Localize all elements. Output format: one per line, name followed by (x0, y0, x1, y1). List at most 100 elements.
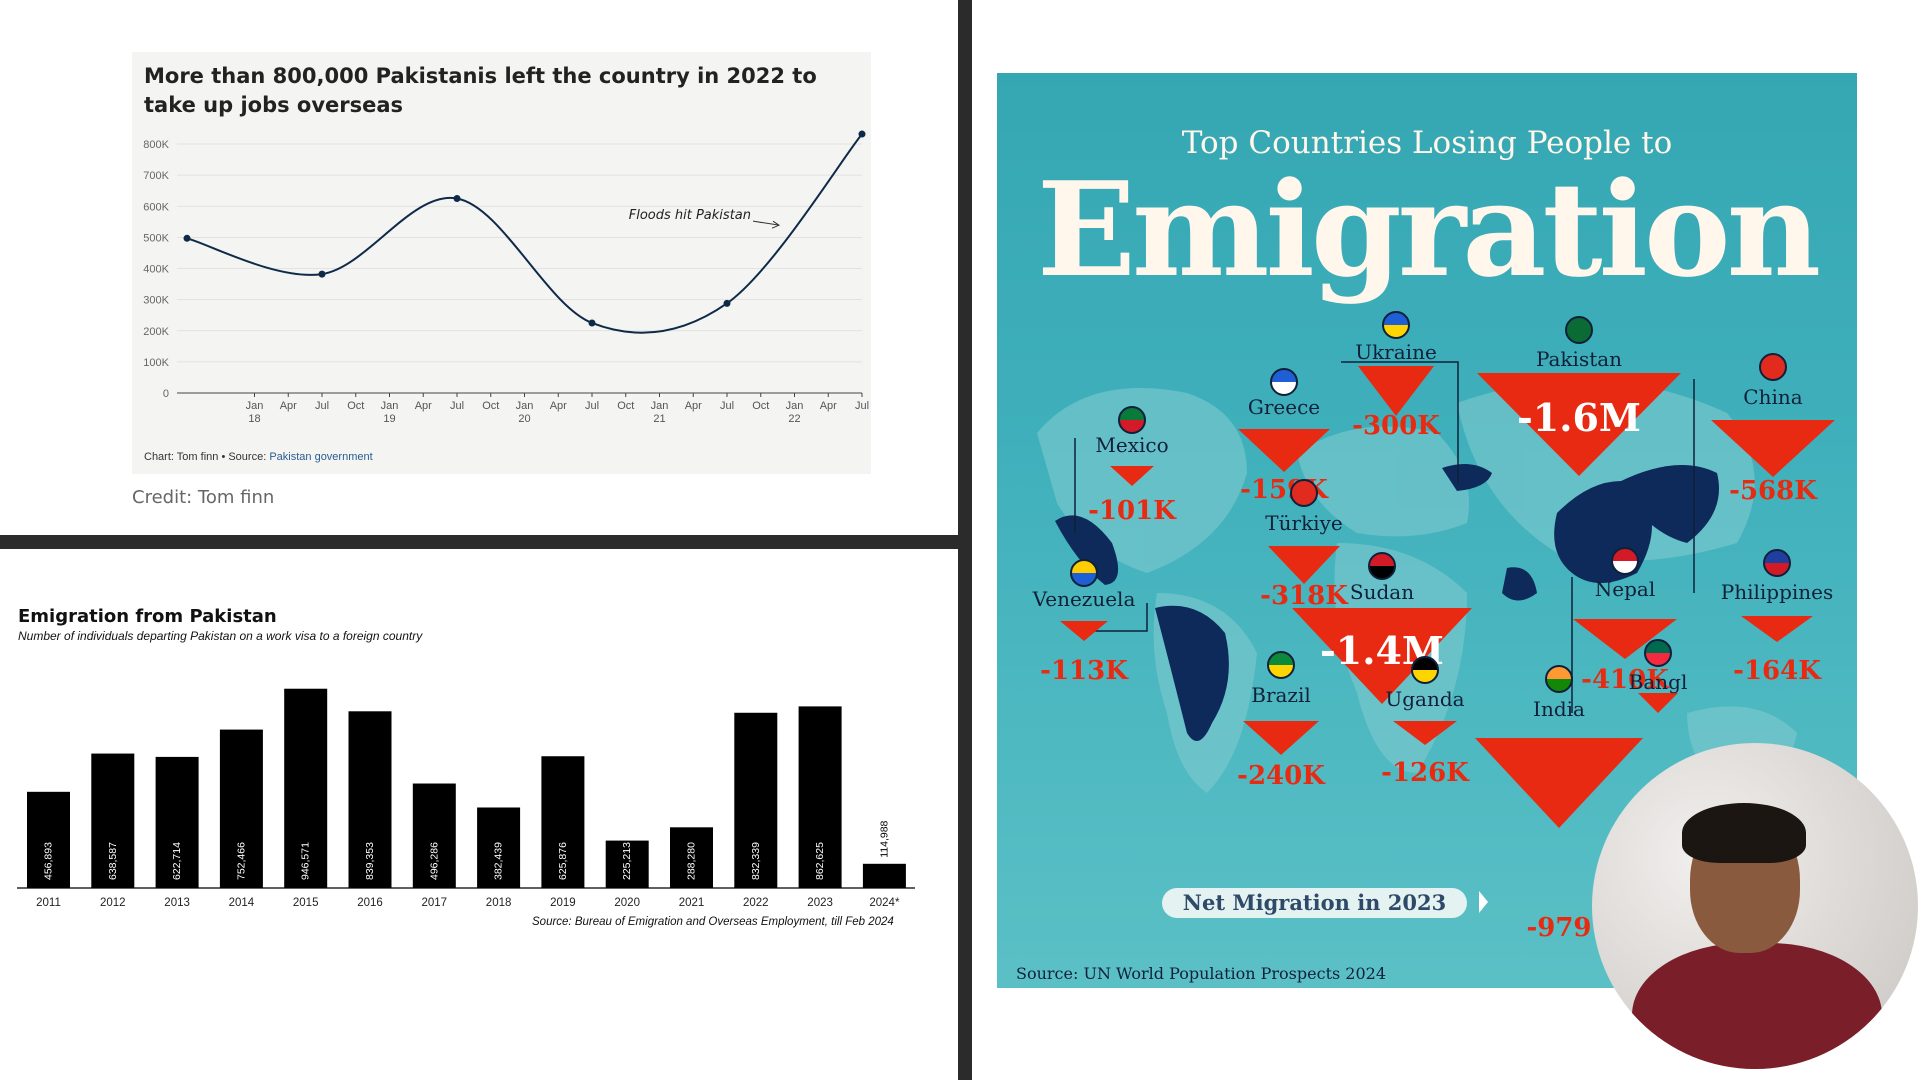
flag-icon (1565, 316, 1593, 344)
y-tick-label: 600K (143, 201, 169, 213)
country-name: Greece (1247, 395, 1321, 419)
x-tick-label: Apr (280, 400, 297, 412)
bar-value-label: 839,353 (364, 842, 376, 880)
bar (734, 712, 778, 888)
country-value: -1.6M (1517, 395, 1641, 440)
x-tick-label: Apr (550, 400, 567, 412)
bar-category-label: 2016 (357, 897, 383, 909)
country-name: Venezuela (1032, 587, 1136, 611)
value-arrow (1741, 616, 1813, 642)
value-arrow (1638, 693, 1678, 713)
emigration-infographic: Top Countries Losing People to Emigratio… (997, 73, 1857, 988)
x-tick-label: Jul (450, 400, 464, 412)
bar-value-label: 832,339 (750, 842, 762, 880)
country-name: Brazil (1251, 683, 1311, 707)
bar-chart-source: Source: Bureau of Emigration and Oversea… (532, 916, 894, 928)
value-arrow (1060, 621, 1108, 641)
annotation-arrowhead (771, 220, 781, 229)
value-arrow (1393, 721, 1457, 745)
vertical-divider (958, 0, 972, 1080)
line-chart-title: More than 800,000 Pakistanis left the co… (144, 64, 817, 117)
data-point (318, 270, 326, 278)
webcam-person-body (1632, 943, 1882, 1069)
bar-value-label: 114,988 (878, 820, 890, 857)
bar-chart: 456,893 2011 638,587 2012 622,714 2013 752,466… (17, 688, 915, 909)
country-value: -300K (1352, 411, 1440, 441)
y-tick-label: 200K (143, 326, 169, 338)
data-point (723, 299, 731, 307)
infographic-title: Emigration (1036, 153, 1821, 306)
net-migration-label: Net Migration in 2023 (1162, 888, 1467, 918)
bar-value-label: 382,439 (493, 842, 505, 880)
x-tick-label: Jul (855, 400, 869, 412)
bar-value-label: 862,625 (814, 842, 826, 880)
country-name: Mexico (1095, 433, 1169, 457)
country-value: -113K (1040, 656, 1128, 686)
value-arrow (1243, 721, 1319, 755)
y-tick-label: 500K (143, 232, 169, 244)
bar (412, 783, 456, 888)
bar (155, 756, 199, 888)
country-value: -410K (1581, 665, 1669, 695)
country-value: -240K (1237, 761, 1325, 791)
series-line (186, 133, 863, 334)
bar-category-label: 2019 (550, 897, 576, 909)
y-tick-label: 700K (143, 170, 169, 182)
flag-icon (1267, 651, 1295, 679)
flag-icon (1411, 656, 1439, 684)
y-tick-label: 800K (143, 139, 169, 151)
bar-chart-subtitle: Number of individuals departing Pakistan… (18, 629, 423, 643)
country-name: Sudan (1349, 580, 1415, 604)
flag-icon (1545, 665, 1573, 693)
country-name: India (1533, 697, 1585, 721)
x-tick-label: Jul (315, 400, 329, 412)
bar (348, 711, 392, 888)
bar-category-label: 2014 (229, 897, 255, 909)
bar-value-label: 622,714 (171, 842, 183, 880)
flag-icon (1759, 353, 1787, 381)
x-tick-label: Oct (752, 400, 769, 412)
x-tick-label: Apr (685, 400, 702, 412)
bar (284, 688, 328, 888)
line-chart-card: 0 100K 200K 300K 400K 500K 600K 700K 800K Jan 18 Ap… (132, 52, 871, 474)
horizontal-divider (0, 535, 958, 549)
bar (91, 753, 135, 888)
value-arrow (1573, 619, 1677, 659)
x-tick-label: Jan (246, 400, 264, 412)
value-arrow (1711, 420, 1835, 477)
x-tick-label: Jul (720, 400, 734, 412)
country-name: Bangl (1628, 670, 1688, 694)
source-link[interactable]: Pakistan government (269, 451, 373, 463)
country-name: Pakistan (1535, 347, 1623, 371)
x-tick-label: Jan (381, 400, 399, 412)
x-tick-label: Apr (415, 400, 432, 412)
y-tick-label: 400K (143, 264, 169, 276)
value-arrow (1292, 608, 1472, 704)
bar-category-label: 2011 (36, 897, 61, 909)
value-arrow (1268, 546, 1340, 584)
value-arrow (1475, 738, 1643, 828)
net-migration-arrow (1479, 891, 1488, 913)
bar (605, 840, 649, 888)
infographic-source: Source: UN World Population Prospects 20… (1016, 964, 1387, 983)
country-name: Philippines (1720, 580, 1834, 604)
bar-category-label: 2024* (869, 897, 900, 909)
flag-icon (1382, 311, 1410, 339)
bar-category-label: 2022 (743, 897, 769, 909)
bar (219, 729, 263, 888)
flag-icon (1644, 639, 1672, 667)
floods-annotation: Floods hit Pakistan (629, 208, 751, 223)
x-tick-year: 19 (383, 413, 395, 425)
data-point (858, 130, 866, 138)
value-arrows (1060, 366, 1835, 828)
bar-chart-title: Emigration from Pakistan (18, 606, 277, 627)
bar (862, 863, 906, 888)
bar-category-label: 2015 (293, 897, 319, 909)
flag-icon (1763, 549, 1791, 577)
bar-value-label: 288,280 (686, 842, 698, 880)
x-tick-year: 18 (248, 413, 260, 425)
webcam-person-hair (1682, 803, 1806, 863)
bar-value-label: 946,571 (300, 842, 312, 880)
bar-value-label: 752,466 (235, 842, 247, 880)
bar (670, 827, 713, 888)
